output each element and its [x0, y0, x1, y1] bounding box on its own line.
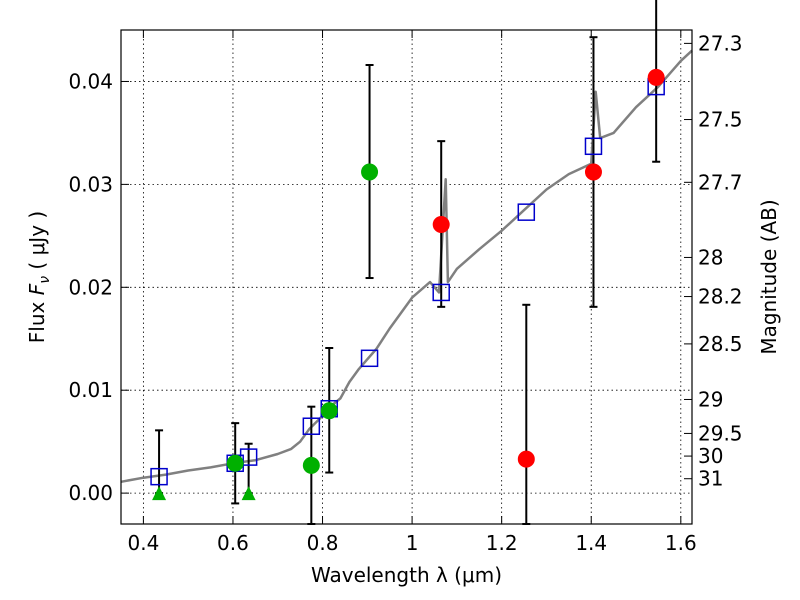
plot-frame: [120, 29, 693, 525]
right-tick-label: 30: [698, 444, 723, 468]
model-point-square: [150, 467, 168, 486]
errorbars-group: [155, 0, 661, 525]
right-tick-label: 31: [698, 467, 723, 491]
detection-point-green: [361, 163, 379, 181]
model-spectrum-line: [120, 49, 693, 484]
x-tick-label: 1.6: [665, 531, 697, 555]
model-point-square: [302, 417, 321, 435]
model-point-square: [432, 283, 450, 302]
right-tick-label: 27.7: [698, 170, 743, 194]
x-tick-label: 0.6: [217, 531, 249, 555]
detection-point-green: [226, 454, 244, 472]
right-tick-label: 27.3: [698, 31, 743, 55]
y-axis-label: Flux Fν ( μJy ): [25, 211, 53, 343]
right-tick-label: 29.5: [698, 421, 743, 445]
y-tick-label: 0.00: [68, 481, 113, 505]
right-tick-label: 28: [698, 245, 723, 269]
model-point-square: [517, 203, 536, 221]
x-tick-label: 0.4: [127, 531, 159, 555]
model-point-square: [584, 137, 603, 156]
detection-point-red: [432, 216, 450, 234]
y-tick-label: 0.01: [68, 378, 113, 402]
right-tick-label: 29: [698, 387, 723, 411]
ticks-group: 0.4 0.6 0.8 1 1.2 1.4 1.6 0.00 0.01 0.02 0.03 0.04 2…: [68, 30, 743, 555]
x-axis-label: Wavelength λ (μm): [311, 563, 502, 587]
x-tick-label: 0.8: [307, 531, 339, 555]
detection-point-red: [647, 68, 665, 86]
detection-point-red: [517, 450, 535, 468]
x-tick-label: 1: [406, 531, 419, 555]
detection-point-green: [320, 402, 338, 420]
model-point-square: [360, 349, 379, 368]
y-tick-label: 0.02: [68, 275, 113, 299]
y-tick-label: 0.03: [68, 172, 113, 196]
y-tick-label: 0.04: [68, 69, 113, 93]
markers-group: [150, 68, 665, 501]
x-tick-label: 1.4: [575, 531, 607, 555]
grid: [121, 30, 692, 524]
upper-limit-triangle: [241, 486, 256, 501]
right-tick-label: 27.5: [698, 108, 743, 132]
detection-point-green: [302, 456, 320, 474]
x-tick-label: 1.2: [486, 531, 518, 555]
right-tick-label: 28.5: [698, 332, 743, 356]
model-spectrum-group: [120, 49, 693, 484]
detection-point-red: [584, 163, 602, 181]
upper-limit-triangle: [152, 486, 167, 501]
right-tick-label: 28.2: [698, 285, 743, 309]
right-axis-label: Magnitude (AB): [757, 199, 781, 354]
